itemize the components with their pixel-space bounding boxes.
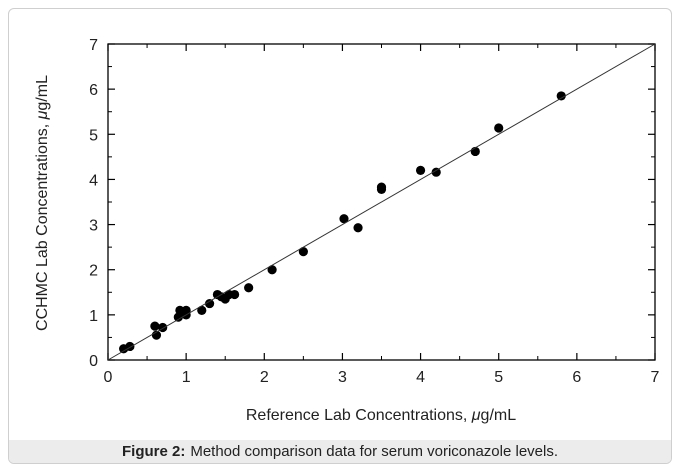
scatter-chart: 0 1 2 3 4 5 6 7 0 1 2 3 4 5 6 7 Reference Lab Concentra… bbox=[34, 37, 660, 424]
data-point bbox=[267, 265, 277, 275]
data-point bbox=[415, 165, 426, 175]
x-tick-label: 0 bbox=[104, 369, 113, 386]
plot-frame bbox=[107, 43, 656, 361]
y-tick-label: 2 bbox=[89, 263, 98, 280]
x-tick-label: 7 bbox=[651, 369, 660, 386]
figure-frame bbox=[8, 8, 672, 464]
data-point bbox=[204, 298, 215, 309]
figure-caption: Figure 2: Method comparison data for ser… bbox=[9, 440, 671, 463]
data-point bbox=[339, 214, 349, 224]
x-tick-label: 5 bbox=[494, 369, 503, 386]
caption-text: Method comparison data for serum voricon… bbox=[190, 443, 559, 460]
identity-line bbox=[107, 43, 656, 361]
y-tick-label: 5 bbox=[89, 127, 98, 144]
x-tick-label: 4 bbox=[416, 369, 425, 386]
data-point bbox=[181, 305, 191, 315]
x-axis-label: Reference Lab Concentrations, μg/mL bbox=[246, 407, 516, 424]
x-tick-label: 3 bbox=[338, 369, 347, 386]
data-point bbox=[556, 91, 566, 101]
data-point bbox=[494, 123, 504, 133]
data-point bbox=[431, 167, 441, 177]
data-point bbox=[353, 223, 363, 233]
data-point bbox=[197, 305, 207, 315]
data-point bbox=[298, 247, 308, 257]
y-tick-label: 7 bbox=[89, 37, 98, 54]
data-point bbox=[244, 283, 254, 293]
y-axis-label: CCHMC Lab Concentrations, μg/mL bbox=[34, 75, 51, 331]
data-point bbox=[150, 321, 160, 331]
data-point bbox=[376, 182, 387, 192]
axis-ticks: 0 1 2 3 4 5 6 7 0 1 2 3 4 5 6 7 bbox=[89, 37, 659, 386]
data-point bbox=[229, 289, 240, 300]
data-points bbox=[119, 91, 566, 354]
y-tick-label: 4 bbox=[89, 172, 98, 189]
x-tick-label: 2 bbox=[260, 369, 269, 386]
x-tick-label: 6 bbox=[572, 369, 581, 386]
caption-label: Figure 2: bbox=[121, 443, 186, 460]
y-tick-label: 0 bbox=[89, 353, 98, 370]
y-tick-label: 1 bbox=[89, 308, 98, 325]
x-tick-label: 1 bbox=[182, 369, 191, 386]
y-tick-label: 3 bbox=[89, 218, 98, 235]
y-tick-label: 6 bbox=[89, 82, 98, 99]
